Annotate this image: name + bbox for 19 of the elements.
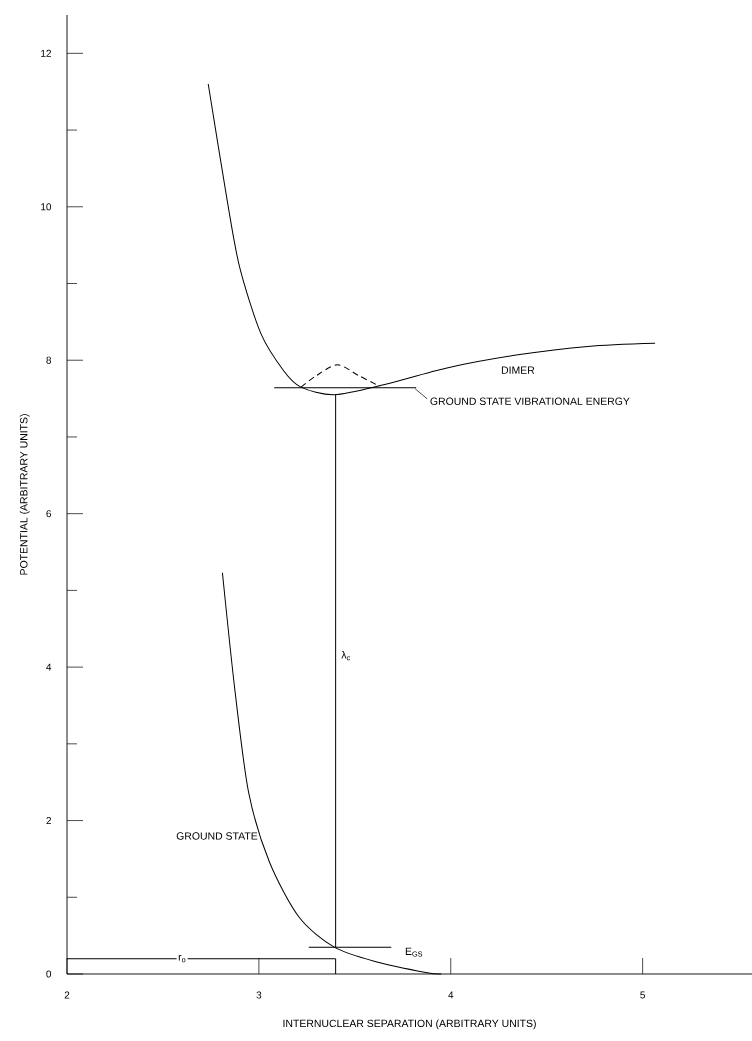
- x-tick-label: 4: [448, 991, 454, 999]
- y-axis-title: POTENTIAL (ARBITRARY UNITS): [19, 414, 30, 575]
- y-tick-label: 8: [46, 356, 51, 364]
- annotation: λ$_{c}$: [341, 650, 350, 661]
- y-tick-label: 10: [40, 203, 51, 211]
- y-tick-label: 2: [46, 817, 51, 825]
- x-tick-label: 2: [64, 991, 70, 999]
- annotation: DIMER: [501, 366, 535, 374]
- y-tick-label: 6: [46, 510, 51, 518]
- annotation: GROUND STATE: [176, 832, 258, 840]
- x-tick-label: 3: [256, 991, 261, 999]
- x-axis-title: INTERNUCLEAR SEPARATION (ARBITRARY UNITS): [283, 1019, 536, 1030]
- annotation: E$_{GS}$: [405, 947, 422, 957]
- x-tick-label: 5: [640, 991, 645, 999]
- y-tick-label: 0: [46, 970, 51, 978]
- y-tick-label: 12: [40, 49, 51, 57]
- annotation: GROUND STATE VIBRATIONAL ENERGY: [430, 397, 630, 405]
- y-tick-label: 4: [45, 663, 51, 671]
- annotation: r$_{o}$: [178, 954, 186, 963]
